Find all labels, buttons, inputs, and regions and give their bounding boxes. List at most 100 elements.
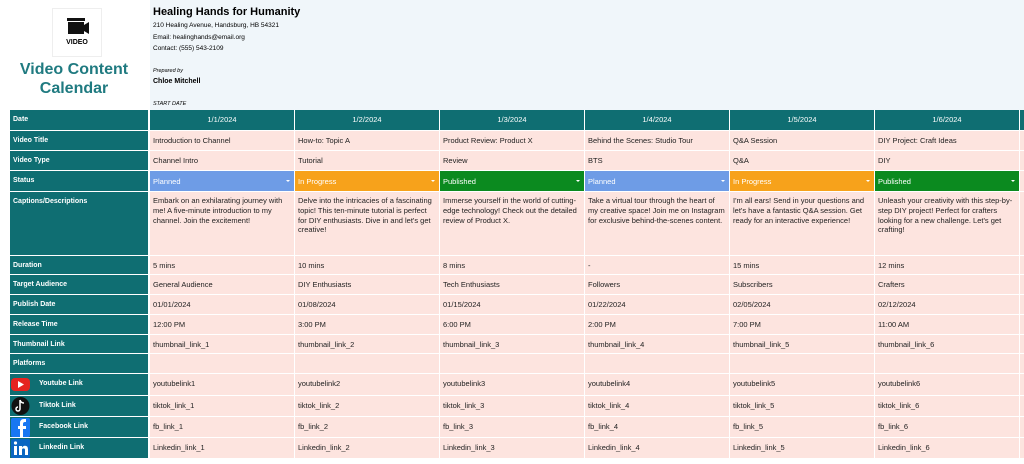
company-name: Healing Hands for Humanity <box>153 6 301 18</box>
cell <box>1020 151 1024 170</box>
date-cell: 1/2/2024 <box>295 110 439 130</box>
date-cell <box>1020 110 1024 130</box>
row-label: Platforms <box>10 354 148 373</box>
cell: thumbnail_link_5 <box>730 335 874 353</box>
cell: 2:00 PM <box>585 315 729 334</box>
cell: 10 mins <box>295 256 439 274</box>
cell: 12 mins <box>875 256 1019 274</box>
cell <box>1020 171 1024 191</box>
logo-icon: VIDEO <box>66 18 89 46</box>
row-label: Thumbnail Link <box>10 335 148 353</box>
cell: 3:00 PM <box>295 315 439 334</box>
cell <box>1020 131 1024 150</box>
cell: 7:00 PM <box>730 315 874 334</box>
cell: Crafters <box>875 275 1019 294</box>
cell: 12:00 PM <box>150 315 294 334</box>
cell: tiktok_link_4 <box>585 396 729 416</box>
cell: Channel Intro <box>150 151 294 170</box>
cell: Linkedin_link_3 <box>440 438 584 458</box>
cell: 01/08/2024 <box>295 295 439 314</box>
cell <box>1020 417 1024 437</box>
cell: Take a virtual tour through the heart of… <box>585 192 729 255</box>
row-label: Linkedin Link <box>10 438 148 458</box>
start-date-label: START DATE <box>153 101 187 107</box>
cell: Embark on an exhilarating journey with m… <box>150 192 294 255</box>
cell: Product Review: Product X <box>440 131 584 150</box>
cell: DIY Enthusiasts <box>295 275 439 294</box>
cell: fb_link_1 <box>150 417 294 437</box>
row-label: Video Title <box>10 131 148 150</box>
platform-icons <box>11 378 30 458</box>
cell: 01/15/2024 <box>440 295 584 314</box>
status-dropdown[interactable]: In Progress <box>730 171 874 191</box>
row-label: Facebook Link <box>10 417 148 437</box>
cell: thumbnail_link_1 <box>150 335 294 353</box>
cell: youtubelink4 <box>585 374 729 395</box>
cell: youtubelink6 <box>875 374 1019 395</box>
cell: tiktok_link_5 <box>730 396 874 416</box>
cell: fb_link_3 <box>440 417 584 437</box>
header-band <box>150 0 1024 110</box>
row-label: Release Time <box>10 315 148 334</box>
date-cell: 1/3/2024 <box>440 110 584 130</box>
cell: tiktok_link_2 <box>295 396 439 416</box>
cell: Q&A <box>730 151 874 170</box>
cell <box>295 354 439 373</box>
cell <box>1020 295 1024 314</box>
contact: Contact: (555) 543-2109 <box>153 45 224 52</box>
row-label: Tiktok Link <box>10 396 148 416</box>
cell: tiktok_link_3 <box>440 396 584 416</box>
cell: youtubelink2 <box>295 374 439 395</box>
cell: 02/12/2024 <box>875 295 1019 314</box>
cell: Tech Enthusiasts <box>440 275 584 294</box>
logo-text: VIDEO <box>66 39 88 46</box>
cell: Linkedin_link_1 <box>150 438 294 458</box>
cell: thumbnail_link_4 <box>585 335 729 353</box>
cell: fb_link_5 <box>730 417 874 437</box>
email: Email: healinghands@email.org <box>153 34 245 41</box>
cell: Followers <box>585 275 729 294</box>
status-dropdown[interactable]: Published <box>875 171 1019 191</box>
cell: thumbnail_link_2 <box>295 335 439 353</box>
row-label: Captions/Descriptions <box>10 192 148 255</box>
cell: Tutorial <box>295 151 439 170</box>
row-label: Publish Date <box>10 295 148 314</box>
prepared-label: Prepared by <box>153 68 183 74</box>
cell: Introduction to Channel <box>150 131 294 150</box>
cell: thumbnail_link_6 <box>875 335 1019 353</box>
cell <box>1020 275 1024 294</box>
status-dropdown[interactable]: Planned <box>150 171 294 191</box>
cell: Linkedin_link_6 <box>875 438 1019 458</box>
cell: youtubelink3 <box>440 374 584 395</box>
cell: 01/01/2024 <box>150 295 294 314</box>
status-dropdown[interactable]: Planned <box>585 171 729 191</box>
cell: Linkedin_link_4 <box>585 438 729 458</box>
cell: 02/05/2024 <box>730 295 874 314</box>
cell <box>730 354 874 373</box>
row-label: Youtube Link <box>10 374 148 395</box>
date-cell: 1/1/2024 <box>150 110 294 130</box>
cell: 01/22/2024 <box>585 295 729 314</box>
cell: tiktok_link_1 <box>150 396 294 416</box>
cell: 8 mins <box>440 256 584 274</box>
cell: 15 mins <box>730 256 874 274</box>
cell: DIY Project: Craft Ideas <box>875 131 1019 150</box>
cell: 6:00 PM <box>440 315 584 334</box>
cell <box>1020 438 1024 458</box>
cell: General Audience <box>150 275 294 294</box>
logo: VIDEO <box>52 8 102 57</box>
row-label: Video Type <box>10 151 148 170</box>
cell: fb_link_6 <box>875 417 1019 437</box>
status-dropdown[interactable]: Published <box>440 171 584 191</box>
cell: How-to: Topic A <box>295 131 439 150</box>
cell <box>875 354 1019 373</box>
status-dropdown[interactable]: In Progress <box>295 171 439 191</box>
cell: Review <box>440 151 584 170</box>
cell <box>1020 315 1024 334</box>
row-label: Target Audience <box>10 275 148 294</box>
cell: Linkedin_link_5 <box>730 438 874 458</box>
cell: Q&A Session <box>730 131 874 150</box>
cell: 11:00 AM <box>875 315 1019 334</box>
calendar-title: Video Content Calendar <box>19 61 129 97</box>
